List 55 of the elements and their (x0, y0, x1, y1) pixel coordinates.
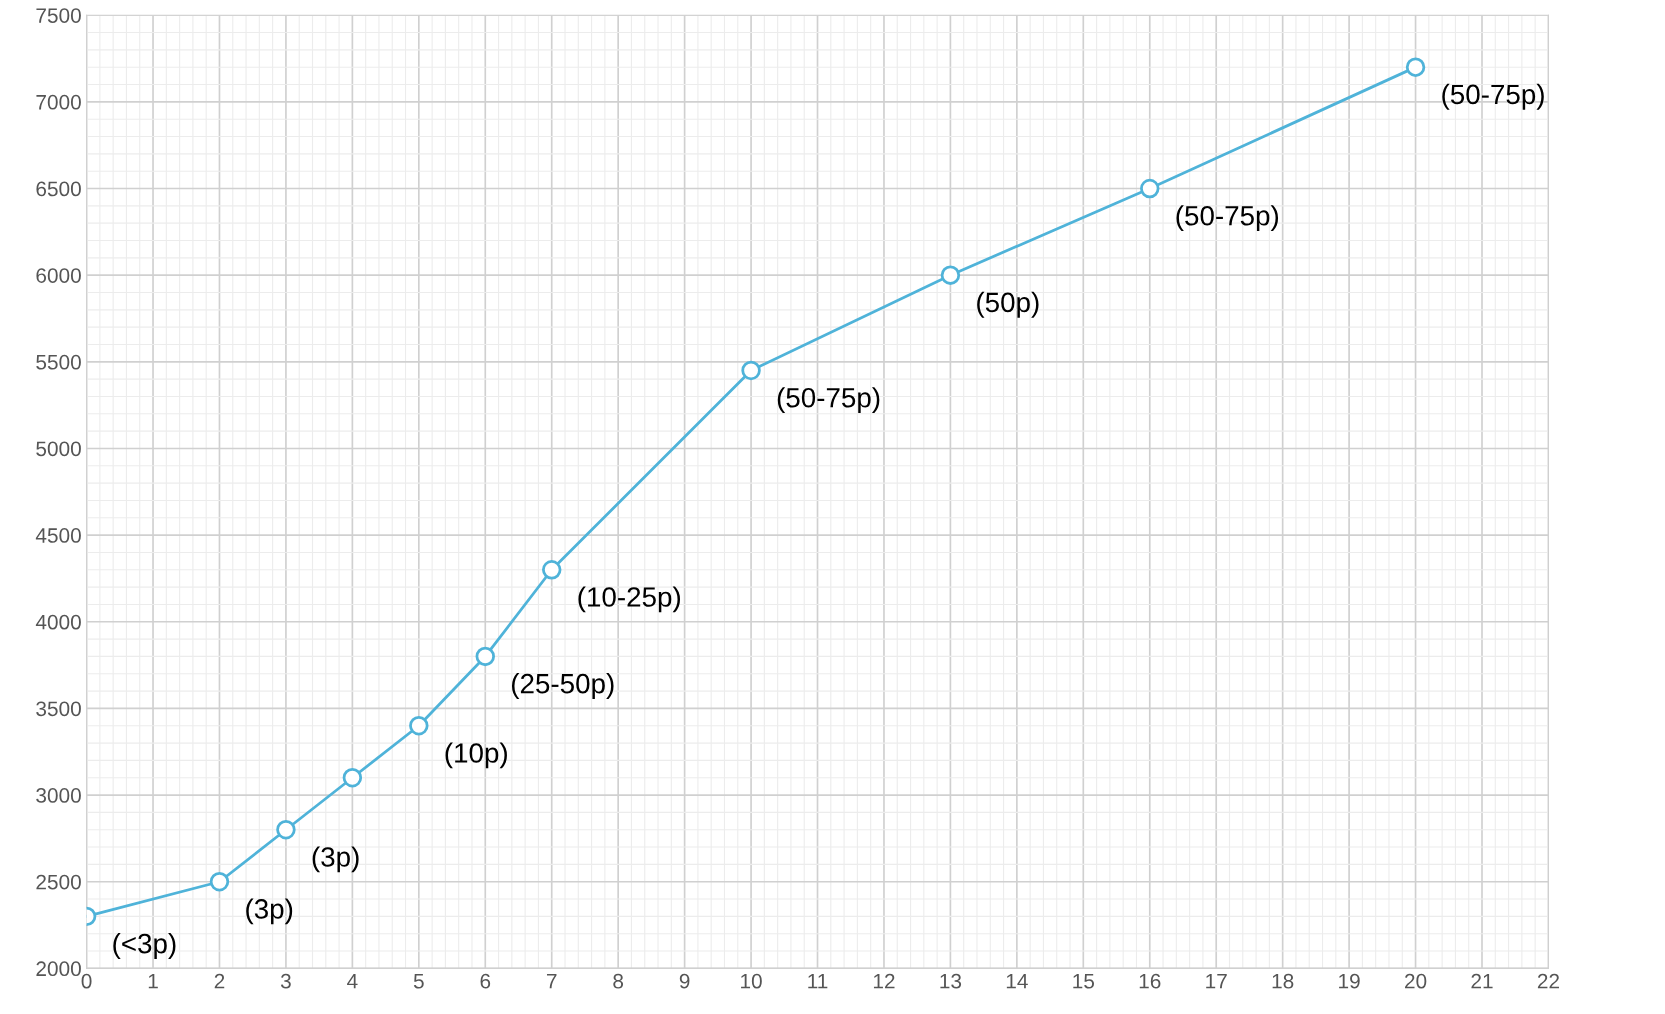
x-tick-label: 0 (81, 973, 92, 989)
x-tick-label: 2 (214, 973, 225, 989)
x-tick-label: 8 (613, 973, 624, 989)
y-tick-label: 4500 (35, 528, 81, 543)
x-tick-label: 5 (413, 974, 424, 989)
y-tick-label: 3500 (36, 701, 81, 717)
annotation: (50-75p) (1442, 83, 1544, 110)
x-tick-label: 19 (1339, 973, 1360, 989)
annotation: (50-75p) (777, 387, 880, 414)
point (1140, 178, 1160, 199)
x-tick-label: 21 (1471, 973, 1493, 989)
y-tick-label: 5500 (36, 354, 81, 370)
y-tick-label: 2500 (36, 874, 81, 890)
point (940, 265, 961, 285)
point (342, 768, 363, 788)
x-tick-label: 3 (280, 973, 291, 989)
annotation: (<3p) (113, 933, 176, 959)
annotation: (3p) (246, 898, 293, 925)
x-tick-label: 10 (741, 973, 762, 989)
point (276, 820, 296, 840)
y-tick-label: 7500 (36, 8, 81, 23)
x-tick-label: 13 (940, 973, 962, 989)
y-tick-label: 6500 (36, 181, 81, 197)
y-tick-label: 5000 (36, 441, 81, 457)
x-tick-label: 7 (547, 974, 557, 989)
x-tick-label: 9 (679, 973, 690, 989)
x-tick-label: 16 (1139, 973, 1161, 989)
x-tick-label: 18 (1272, 973, 1294, 989)
point (209, 872, 230, 892)
y-tick-label: 4000 (35, 614, 81, 630)
point (1405, 57, 1426, 77)
point (542, 560, 562, 580)
x-tick-label: 17 (1206, 974, 1227, 989)
x-tick-label: 20 (1405, 973, 1427, 989)
y-tick-label: 6000 (36, 268, 81, 283)
annotation: (10p) (445, 742, 507, 769)
y-tick-label: 7000 (36, 94, 81, 110)
x-tick-label: 6 (480, 973, 491, 989)
x-tick-label: 15 (1073, 974, 1095, 989)
y-tick-label: 3000 (36, 788, 81, 803)
point (475, 646, 495, 667)
annotation: (3p) (312, 846, 359, 873)
x-tick-label: 14 (1006, 974, 1028, 989)
x-tick-label: 22 (1537, 973, 1559, 989)
y-tick-label: 2000 (36, 961, 81, 977)
point (409, 716, 429, 736)
x-tick-label: 1 (148, 974, 158, 989)
annotation: (50p) (977, 291, 1039, 318)
annotation: (10-25p) (578, 586, 680, 613)
x-tick-label: 4 (347, 974, 358, 989)
annotation: (25-50p) (511, 673, 614, 699)
x-tick-label: 11 (808, 974, 828, 989)
annotation: (50-75p) (1176, 205, 1279, 232)
point (741, 360, 761, 381)
x-tick-label: 12 (873, 973, 895, 989)
